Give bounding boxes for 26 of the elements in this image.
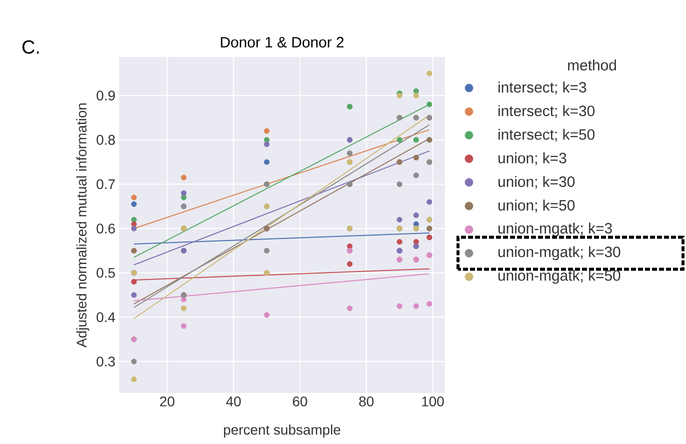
x-tick-label: 100: [422, 396, 444, 406]
legend-label: intersect; k=3: [498, 82, 586, 94]
y-tick-label: 0.8: [96, 134, 115, 145]
text: C.: [22, 40, 39, 54]
y-axis-title: Adjusted normalized mutual information: [76, 103, 90, 348]
x-tick-label: 60: [292, 396, 308, 406]
y-tick-label: 0.3: [96, 356, 115, 366]
y-tick-label: 0.4: [96, 312, 116, 322]
legend-label: intersect; k=50: [498, 128, 595, 142]
y-tick-label: 0.7: [96, 179, 115, 190]
legend-label: intersect; k=30: [498, 105, 595, 118]
x-axis-title: percent subsample: [224, 424, 340, 438]
y-tick-label: 0.9: [96, 90, 115, 100]
legend-label: union-mgatk; k=3: [498, 222, 612, 237]
y-tick-label: 0.6: [96, 224, 115, 234]
y-tick-label: 0.5: [96, 268, 115, 278]
legend-title: method: [568, 60, 616, 70]
legend-label: union-mgatk; k=30: [498, 246, 620, 260]
chart-title: Donor 1 & Donor 2: [220, 36, 344, 48]
legend-label: union; k=3: [498, 152, 566, 166]
x-tick-label: 40: [226, 396, 241, 406]
x-tick-label: 80: [359, 396, 374, 406]
legend-label: union; k=50: [498, 200, 575, 212]
legend-label: union-mgatk; k=50: [498, 270, 620, 284]
x-tick-label: 20: [160, 396, 174, 406]
legend-label: union; k=30: [498, 176, 575, 189]
